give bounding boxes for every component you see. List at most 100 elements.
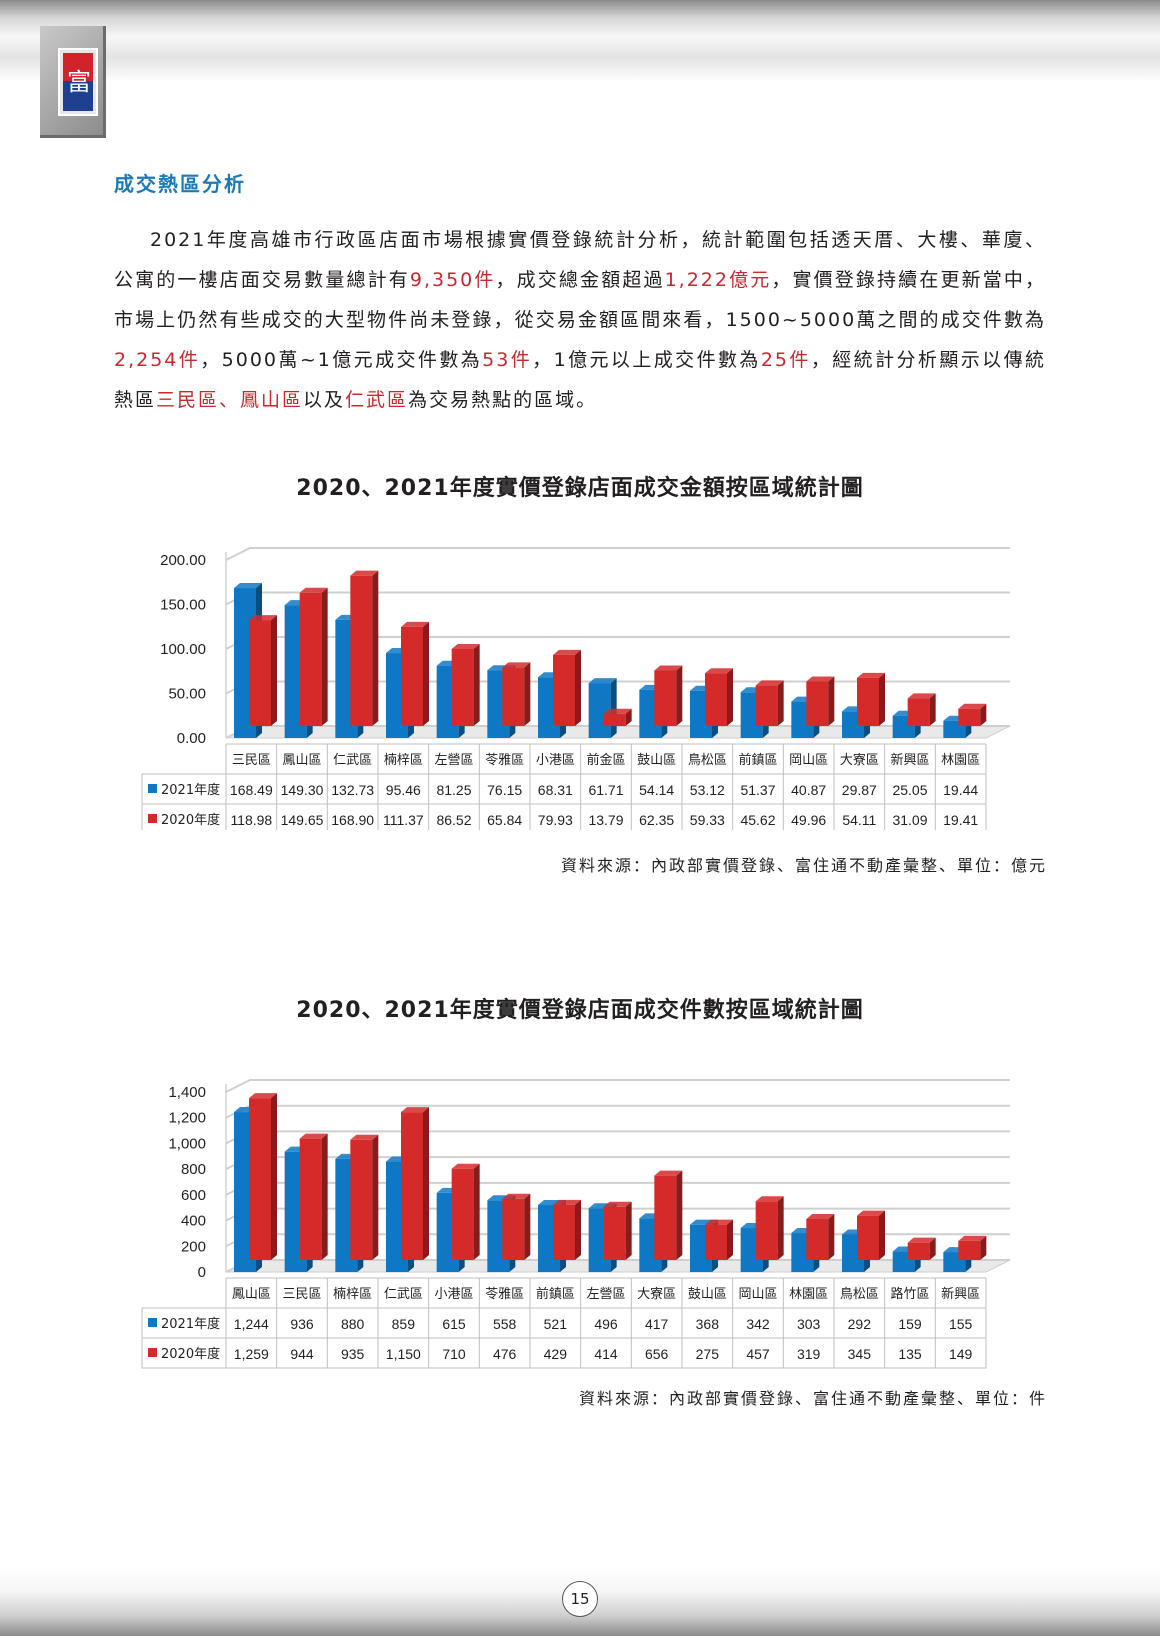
- bar: [705, 668, 733, 726]
- data-label: 19.41: [943, 812, 978, 828]
- bar-face: [502, 1198, 525, 1260]
- bar-side: [727, 1219, 733, 1260]
- chart-amount: 0.00 50.00 100.00 150.00 200.00 三民區 168.49 118.…: [141, 547, 1011, 830]
- highlight-count-5000-1e: 53件: [482, 349, 533, 371]
- bar-top: [299, 1133, 328, 1139]
- data-label: 345: [848, 1346, 872, 1362]
- bar-face: [654, 670, 677, 726]
- y-tick-label: 1,400: [168, 1084, 206, 1101]
- data-label: 615: [442, 1316, 466, 1332]
- category-label: 前鎮區: [536, 1286, 575, 1302]
- bar-top: [249, 1093, 277, 1099]
- bar-side: [575, 649, 581, 726]
- bar-face: [249, 1098, 271, 1260]
- bar-face: [806, 1218, 829, 1260]
- data-label: 54.14: [639, 782, 674, 798]
- source-note-count: 資料來源：內政部實價登錄、富住通不動產彙整、單位：件: [578, 1389, 1047, 1408]
- bar: [401, 1107, 429, 1260]
- data-label: 429: [544, 1346, 568, 1362]
- bar-side: [271, 1093, 277, 1260]
- paragraph-text: ，實價登錄持續在更新當中，市場上仍然有些成交的大型物件尚未登錄，從交易金額區間來…: [114, 269, 1046, 331]
- data-label: 656: [645, 1346, 669, 1362]
- bar-side: [625, 1201, 632, 1260]
- bar-face: [755, 1201, 778, 1260]
- bar: [553, 1199, 581, 1260]
- data-label: 54.11: [842, 812, 876, 828]
- gridline: [225, 591, 1010, 606]
- logo-red-block: [63, 53, 93, 81]
- bar: [451, 643, 480, 726]
- bar-side: [524, 1193, 531, 1260]
- y-tick-label: 200: [181, 1238, 206, 1255]
- category-label: 楠梓區: [333, 1287, 372, 1302]
- bar-face: [451, 648, 474, 726]
- data-label: 936: [290, 1316, 314, 1332]
- bar-side: [321, 1133, 328, 1260]
- bar-side: [423, 621, 429, 726]
- data-label: 51.37: [740, 782, 775, 798]
- bar-face: [299, 1138, 322, 1260]
- highlight-count-over-1e: 25件: [760, 349, 811, 371]
- legend-swatch: [148, 1348, 157, 1357]
- paragraph-text: 為交易熱點的區域。: [408, 389, 598, 411]
- bar: [857, 1210, 885, 1260]
- category-label: 新興區: [890, 752, 929, 768]
- data-label: 168.49: [230, 782, 273, 798]
- data-label: 59.33: [690, 812, 725, 828]
- highlight-total-amount: 1,222億元: [664, 269, 772, 291]
- body-paragraph: 2021年度高雄市行政區店面市場根據實價登錄統計分析，統計範圍包括透天厝、大樓、…: [114, 220, 1046, 420]
- legend-swatch: [148, 814, 157, 823]
- data-label: 168.90: [331, 812, 374, 828]
- data-label: 29.87: [842, 782, 877, 798]
- bar: [857, 672, 885, 726]
- bar-side: [610, 678, 617, 738]
- category-label: 三民區: [232, 753, 271, 768]
- y-tick-label: 600: [181, 1187, 206, 1204]
- bar-face: [857, 1215, 879, 1260]
- bar-face: [958, 1240, 981, 1260]
- data-label: 79.93: [538, 812, 573, 828]
- y-tick-label: 0: [198, 1264, 206, 1281]
- category-label: 路竹區: [890, 1286, 929, 1302]
- bar-side: [473, 1163, 480, 1260]
- data-label: 710: [442, 1346, 466, 1362]
- bar-face: [907, 698, 930, 726]
- bar-side: [473, 643, 480, 726]
- data-label: 476: [493, 1346, 517, 1362]
- bar: [249, 615, 277, 726]
- bar-side: [676, 1170, 683, 1260]
- chart-title-count: 2020、2021年度實價登錄店面成交件數按區域統計圖: [296, 998, 864, 1023]
- bar: [502, 662, 531, 726]
- category-label: 大寮區: [840, 752, 879, 768]
- data-label: 25.05: [892, 782, 927, 798]
- bar-top: [907, 693, 936, 699]
- data-label: 342: [746, 1316, 770, 1332]
- category-label: 鳥松區: [688, 753, 727, 768]
- bar-side: [980, 703, 987, 726]
- data-label: 149.30: [281, 782, 324, 798]
- bar-face: [705, 673, 727, 726]
- bar-side: [828, 676, 835, 726]
- data-label: 457: [746, 1346, 770, 1362]
- category-label: 仁武區: [384, 1287, 423, 1302]
- bar-face: [350, 575, 373, 726]
- legend-swatch: [148, 1318, 157, 1327]
- bar-side: [879, 672, 885, 726]
- paragraph-text: 以及: [303, 389, 346, 411]
- data-label: 1,244: [234, 1316, 269, 1332]
- bar: [907, 693, 936, 726]
- legend-label: 2020年度: [161, 812, 220, 828]
- highlight-transaction-count: 9,350件: [409, 269, 496, 291]
- category-label: 仁武區: [333, 753, 372, 768]
- bar-face: [299, 592, 322, 726]
- bar-face: [654, 1175, 677, 1260]
- bar-face: [502, 667, 525, 726]
- bar-face: [401, 626, 423, 726]
- category-label: 林園區: [941, 753, 980, 768]
- data-label: 935: [341, 1346, 365, 1362]
- bar-face: [603, 1206, 626, 1260]
- data-label: 1,150: [386, 1346, 421, 1362]
- legend-swatch: [148, 784, 157, 793]
- data-label: 40.87: [791, 782, 826, 798]
- bar-top: [502, 662, 531, 668]
